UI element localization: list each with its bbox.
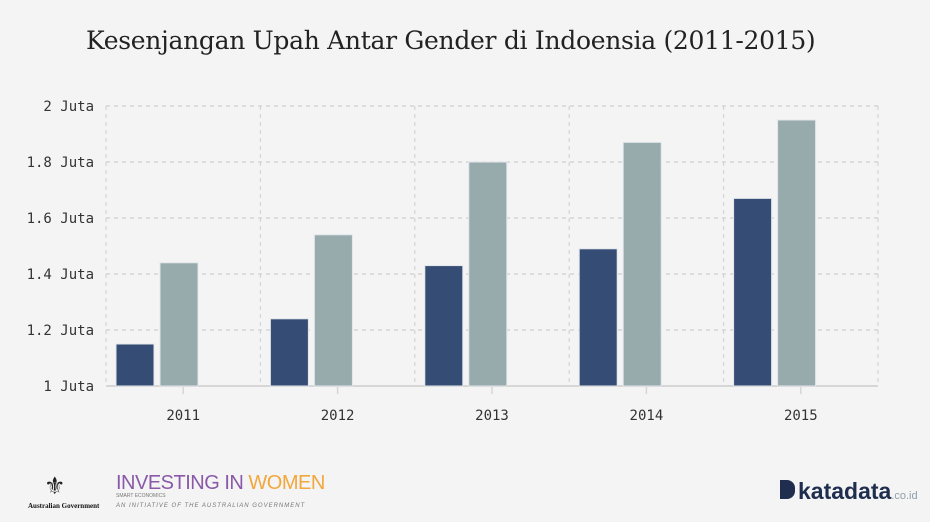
y-tick-label: 1 Juta — [43, 379, 94, 395]
y-tick-label: 1.4 Juta — [27, 267, 94, 283]
y-tick-label: 2 Juta — [43, 99, 94, 115]
bar-2012-series-2 — [313, 234, 353, 387]
investing-in-women-logo: INVESTING IN WOMEN — [116, 472, 325, 494]
x-tick-label: 2014 — [630, 408, 664, 424]
initiative-text: AN INITIATIVE OF THE AUSTRALIAN GOVERNME… — [116, 503, 306, 509]
katadata-logo: katadata .co.id — [780, 478, 918, 505]
bar-2014-series-1 — [578, 248, 618, 387]
x-tick-label: 2013 — [475, 408, 509, 424]
x-tick-label: 2012 — [321, 408, 355, 424]
bar-2013-series-1 — [424, 265, 464, 387]
x-tick-label: 2015 — [784, 408, 818, 424]
y-tick-label: 1.6 Juta — [27, 211, 94, 227]
australian-government-logo: Australian Government — [28, 502, 100, 510]
y-tick-label: 1.2 Juta — [27, 323, 94, 339]
bar-2013-series-2 — [468, 161, 508, 387]
coat-of-arms-icon: ⚜ — [44, 472, 66, 500]
bar-2015-series-1 — [733, 197, 773, 387]
bar-2011-series-2 — [159, 262, 199, 387]
bar-2015-series-2 — [777, 119, 817, 387]
chart-title: Kesenjangan Upah Antar Gender di Indoens… — [86, 26, 816, 55]
y-tick-label: 1.8 Juta — [27, 155, 94, 171]
bar-2012-series-1 — [269, 318, 309, 387]
katadata-icon — [780, 480, 795, 499]
x-tick-label: 2011 — [166, 408, 200, 424]
bar-2014-series-2 — [622, 141, 662, 387]
tagline: SMART ECONOMICS — [116, 493, 166, 499]
bar-2011-series-1 — [115, 343, 155, 387]
